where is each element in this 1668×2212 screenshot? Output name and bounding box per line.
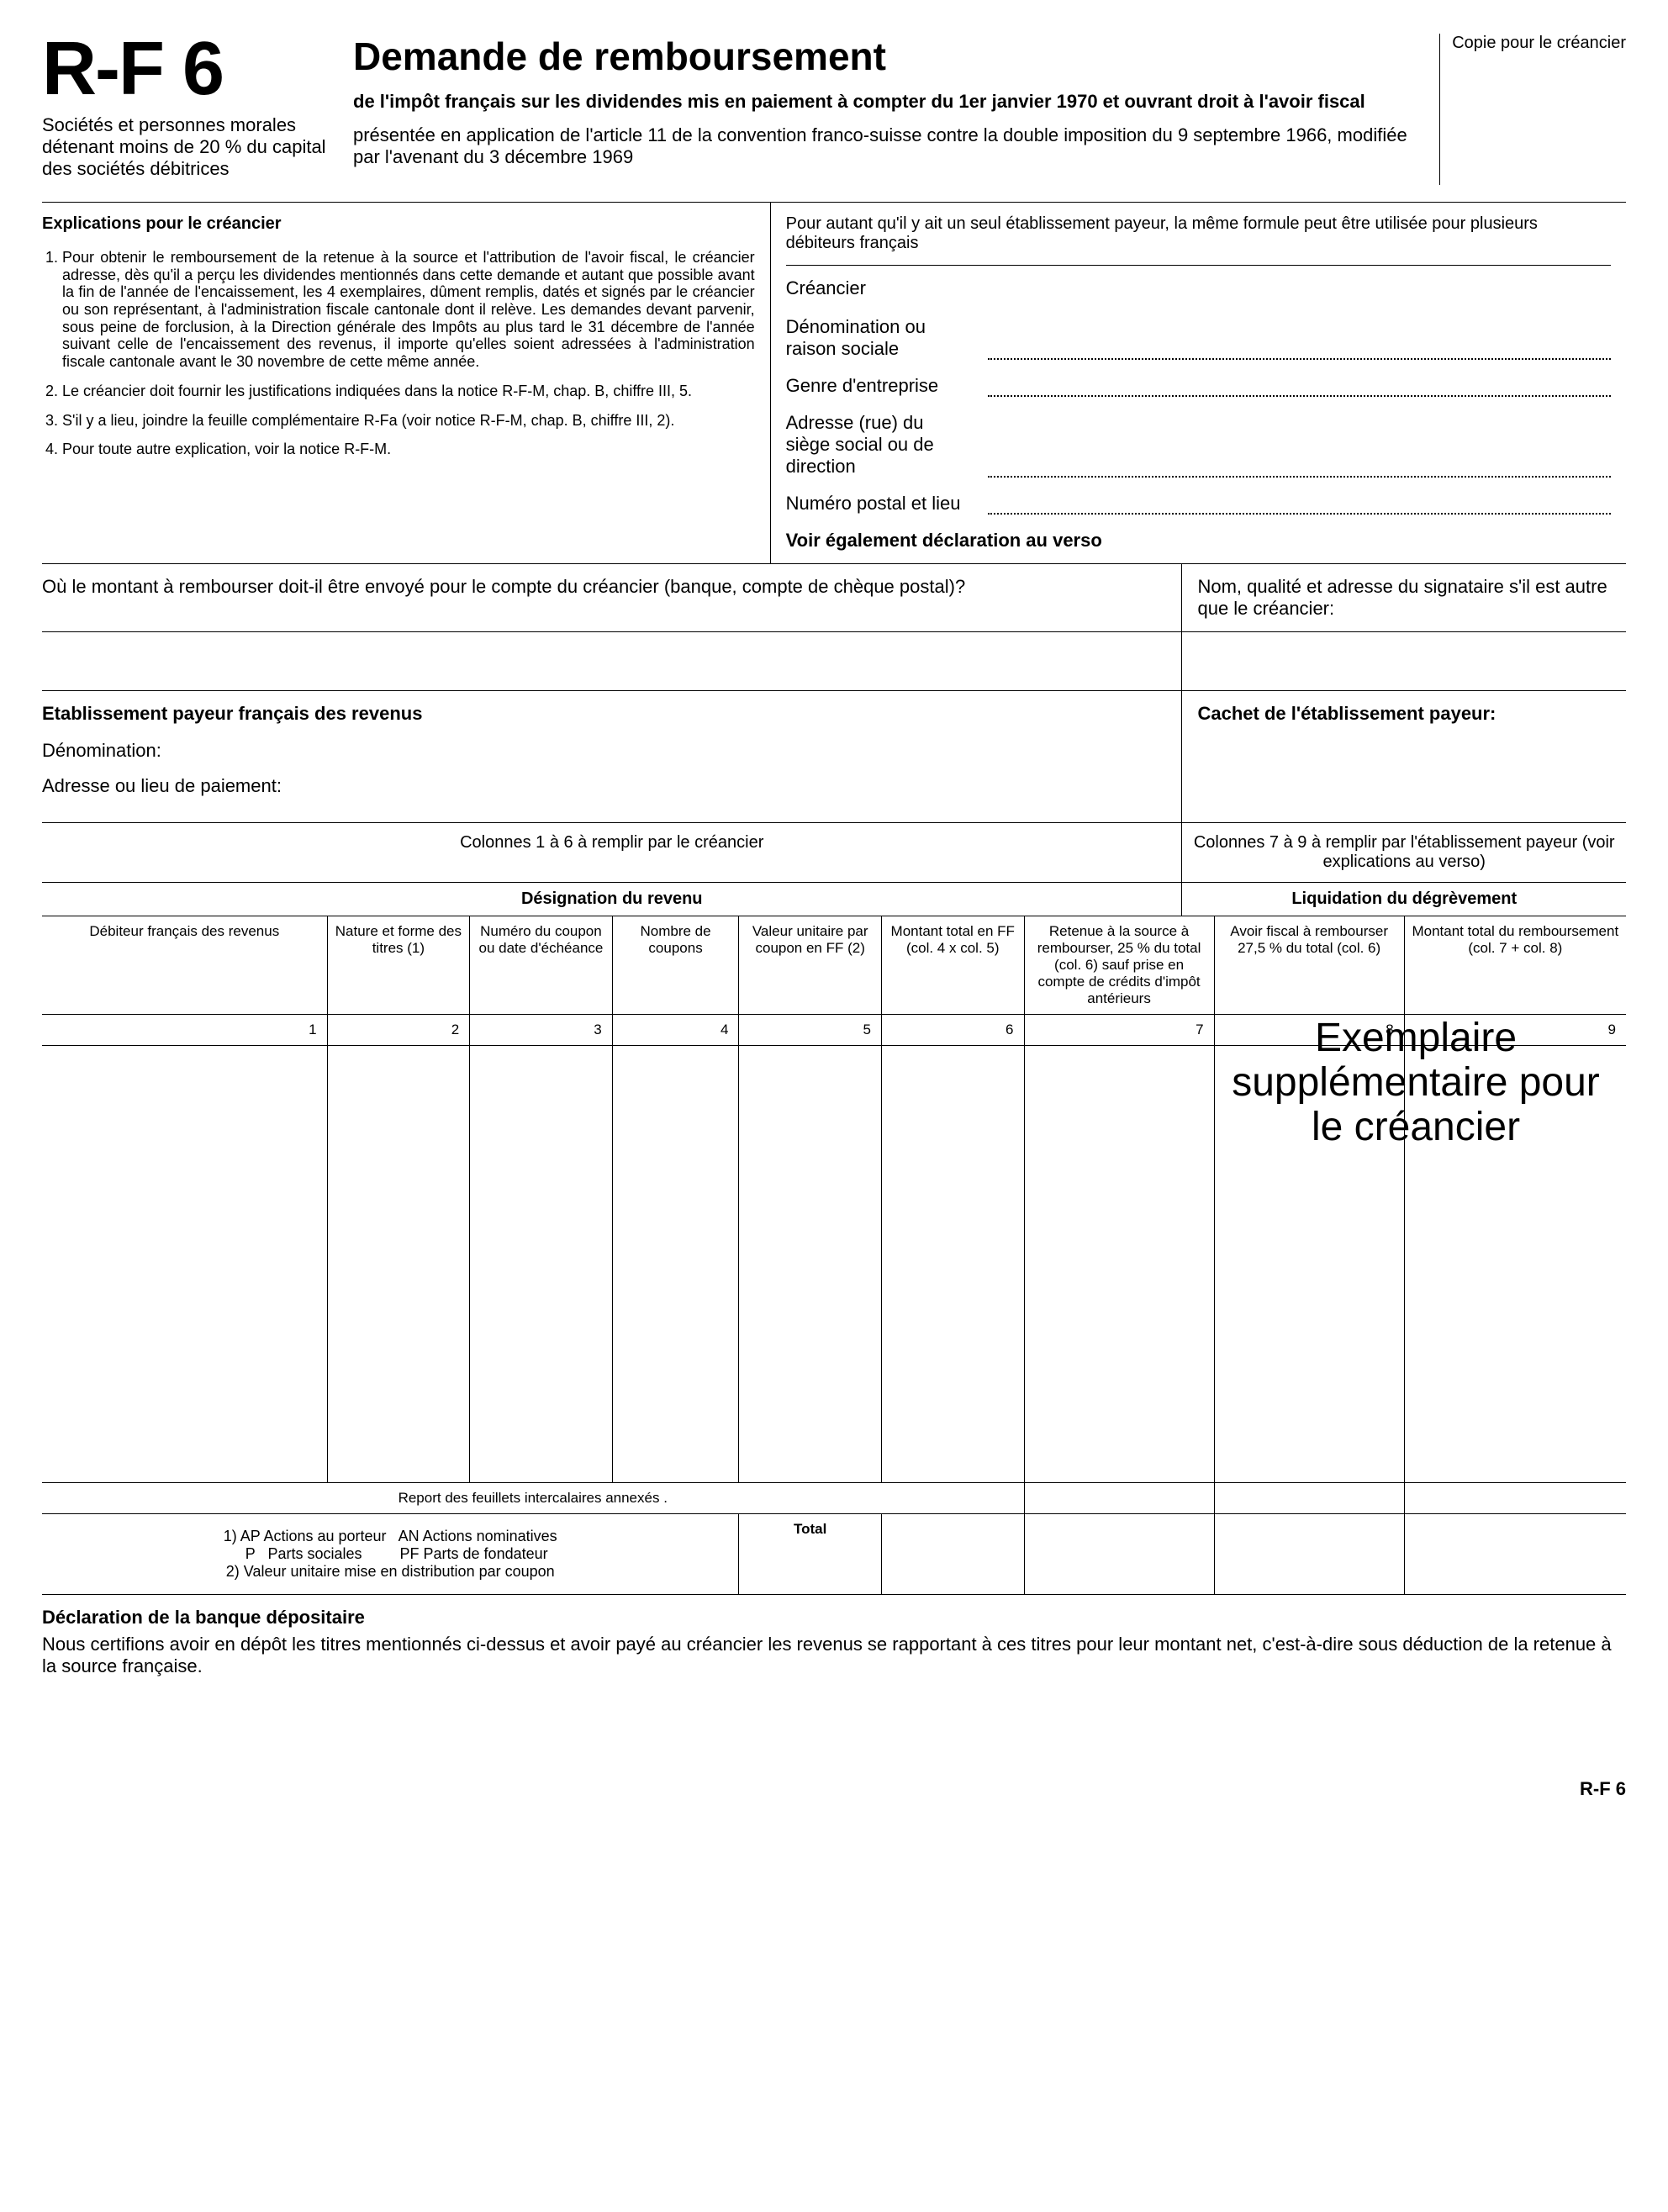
payment-signatory-answer-row [42, 631, 1626, 690]
total-cell[interactable] [1024, 1514, 1214, 1595]
signatory-field[interactable] [1182, 632, 1626, 690]
genre-field[interactable] [988, 395, 1611, 397]
watermark-text: Exemplaire supplémentaire pour le créanc… [1222, 1016, 1609, 1149]
table-cell[interactable] [612, 1046, 739, 1483]
explication-item: S'il y a lieu, joindre la feuille complé… [62, 412, 755, 430]
footer-form-code: R-F 6 [42, 1778, 1626, 1800]
adresse-field[interactable] [988, 476, 1611, 478]
col-header: Valeur unitaire par coupon en FF (2) [739, 916, 882, 1015]
explication-item: Le créancier doit fournir les justificat… [62, 383, 755, 400]
col-header: Numéro du coupon ou date d'échéance [470, 916, 613, 1015]
table-cell[interactable] [470, 1046, 613, 1483]
paying-establishment-row: Etablissement payeur français des revenu… [42, 690, 1626, 822]
denomination-field[interactable] [988, 358, 1611, 360]
copy-indicator: Copie pour le créancier [1439, 34, 1626, 185]
declaration-heading: Déclaration de la banque dépositaire [42, 1607, 1626, 1629]
signatory-question: Nom, qualité et adresse du signataire s'… [1182, 564, 1626, 631]
table-cell[interactable] [739, 1046, 882, 1483]
cols-7-9-note: Colonnes 7 à 9 à remplir par l'établisse… [1182, 823, 1626, 882]
col-num: 1 [42, 1015, 327, 1046]
payeur-adresse-label: Adresse ou lieu de paiement: [42, 775, 1166, 797]
col-num: 2 [327, 1015, 470, 1046]
payeur-denomination-label: Dénomination: [42, 740, 1166, 762]
denomination-label: Dénomination ou raison sociale [786, 316, 971, 360]
form-description: de l'impôt français sur les dividendes m… [353, 91, 1414, 113]
table-container: Débiteur français des revenus Nature et … [42, 916, 1626, 1594]
col-num: 5 [739, 1015, 882, 1046]
col-num: 3 [470, 1015, 613, 1046]
genre-label: Genre d'entreprise [786, 375, 971, 397]
explications-heading: Explications pour le créancier [42, 214, 755, 234]
postal-field[interactable] [988, 513, 1611, 515]
footnote-2: 2) Valeur unitaire mise en distribution … [47, 1563, 733, 1581]
col-header: Avoir fiscal à rembourser 27,5 % du tota… [1214, 916, 1404, 1015]
payment-signatory-row: Où le montant à rembourser doit-il être … [42, 563, 1626, 631]
form-subtitle: Sociétés et personnes morales détenant m… [42, 114, 328, 180]
report-cell[interactable] [1024, 1483, 1214, 1514]
col-header: Montant total du remboursement (col. 7 +… [1404, 916, 1626, 1015]
explication-item: Pour obtenir le remboursement de la rete… [62, 249, 755, 371]
total-cell[interactable] [881, 1514, 1024, 1595]
col-num: 6 [881, 1015, 1024, 1046]
verso-note: Voir également déclaration au verso [786, 530, 1611, 552]
form-header: R-F 6 Sociétés et personnes morales déte… [42, 34, 1626, 185]
form-code-block: R-F 6 Sociétés et personnes morales déte… [42, 34, 328, 180]
table-cell[interactable] [42, 1046, 327, 1483]
table-cell[interactable] [881, 1046, 1024, 1483]
table-cell[interactable] [1024, 1046, 1214, 1483]
instructions-creditor-row: Explications pour le créancier Pour obte… [42, 202, 1626, 563]
col-header: Nombre de coupons [612, 916, 739, 1015]
footnote-1a: 1) AP Actions au porteur AN Actions nomi… [47, 1528, 733, 1545]
total-cell[interactable] [1214, 1514, 1404, 1595]
payment-destination-question: Où le montant à rembourser doit-il être … [42, 564, 1182, 631]
table-cell[interactable] [327, 1046, 470, 1483]
payment-destination-field[interactable] [42, 632, 1182, 690]
total-cell[interactable] [1404, 1514, 1626, 1595]
form-legal-basis: présentée en application de l'article 11… [353, 124, 1414, 168]
report-cell[interactable] [1214, 1483, 1404, 1514]
cols-1-6-note: Colonnes 1 à 6 à remplir par le créancie… [42, 823, 1182, 882]
form-code: R-F 6 [42, 34, 328, 106]
postal-label: Numéro postal et lieu [786, 493, 971, 515]
col-header: Débiteur français des revenus [42, 916, 327, 1015]
form-title: Demande de remboursement [353, 34, 1414, 79]
total-label: Total [739, 1514, 882, 1595]
creditor-title: Créancier [786, 277, 1611, 299]
footnote-1b: P Parts sociales PF Parts de fondateur [47, 1545, 733, 1563]
paying-establishment-heading: Etablissement payeur français des revenu… [42, 703, 1166, 725]
explication-item: Pour toute autre explication, voir la no… [62, 441, 755, 458]
col-header: Nature et forme des titres (1) [327, 916, 470, 1015]
liquidation-heading: Liquidation du dégrèvement [1182, 883, 1626, 916]
col-num: 4 [612, 1015, 739, 1046]
cachet-label: Cachet de l'établissement payeur: [1197, 703, 1626, 725]
col-header: Montant total en FF (col. 4 x col. 5) [881, 916, 1024, 1015]
explications-block: Explications pour le créancier Pour obte… [42, 203, 771, 563]
report-label: Report des feuillets intercalaires annex… [42, 1483, 1024, 1514]
income-table-wrap: Colonnes 1 à 6 à remplir par le créancie… [42, 822, 1626, 1594]
declaration-text: Nous certifions avoir en dépôt les titre… [42, 1634, 1626, 1677]
header-center: Demande de remboursement de l'impôt fran… [353, 34, 1414, 168]
col-header: Retenue à la source à rembourser, 25 % d… [1024, 916, 1214, 1015]
col-num: 7 [1024, 1015, 1214, 1046]
adresse-label: Adresse (rue) du siège social ou de dire… [786, 412, 971, 478]
creditor-block: Pour autant qu'il y ait un seul établiss… [771, 203, 1626, 563]
single-payer-note: Pour autant qu'il y ait un seul établiss… [786, 214, 1611, 266]
report-cell[interactable] [1404, 1483, 1626, 1514]
designation-heading: Désignation du revenu [42, 883, 1182, 916]
bank-declaration: Déclaration de la banque dépositaire Nou… [42, 1594, 1626, 1677]
